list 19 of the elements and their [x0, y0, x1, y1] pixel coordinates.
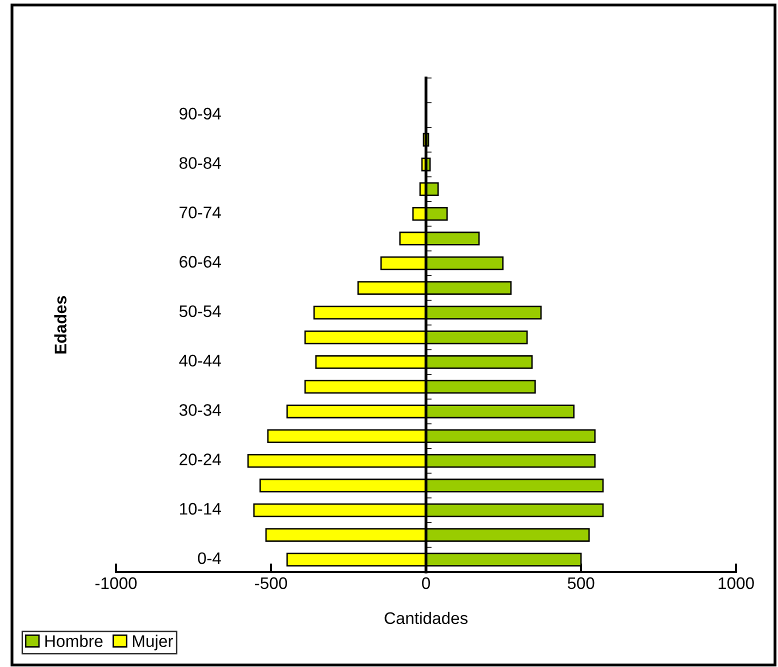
legend-label: Hombre — [45, 634, 103, 648]
y-tick-label: 90-94 — [180, 108, 221, 120]
x-tick-label: 0 — [422, 577, 430, 590]
y-axis-title: Edades — [54, 296, 66, 354]
y-tick-label: 50-54 — [179, 305, 221, 318]
y-tick-label: 30-34 — [179, 404, 221, 416]
x-axis-title: Cantidades — [384, 612, 468, 624]
x-tick-label: 500 — [568, 577, 594, 590]
y-tick-label: 20-24 — [180, 454, 221, 466]
x-tick-label: -500 — [255, 577, 288, 590]
x-tick-label: -1000 — [95, 577, 137, 590]
y-tick-label: 40-44 — [179, 354, 221, 367]
y-tick-label: 70-74 — [180, 206, 221, 218]
y-tick-label: 80-84 — [180, 157, 221, 169]
y-tick-label: 0-4 — [198, 552, 221, 564]
x-tick-label: 1000 — [718, 577, 754, 590]
y-tick-label: 60-64 — [180, 256, 221, 268]
y-tick-label: 10-14 — [180, 502, 221, 515]
legend-label: Mujer — [132, 634, 174, 650]
